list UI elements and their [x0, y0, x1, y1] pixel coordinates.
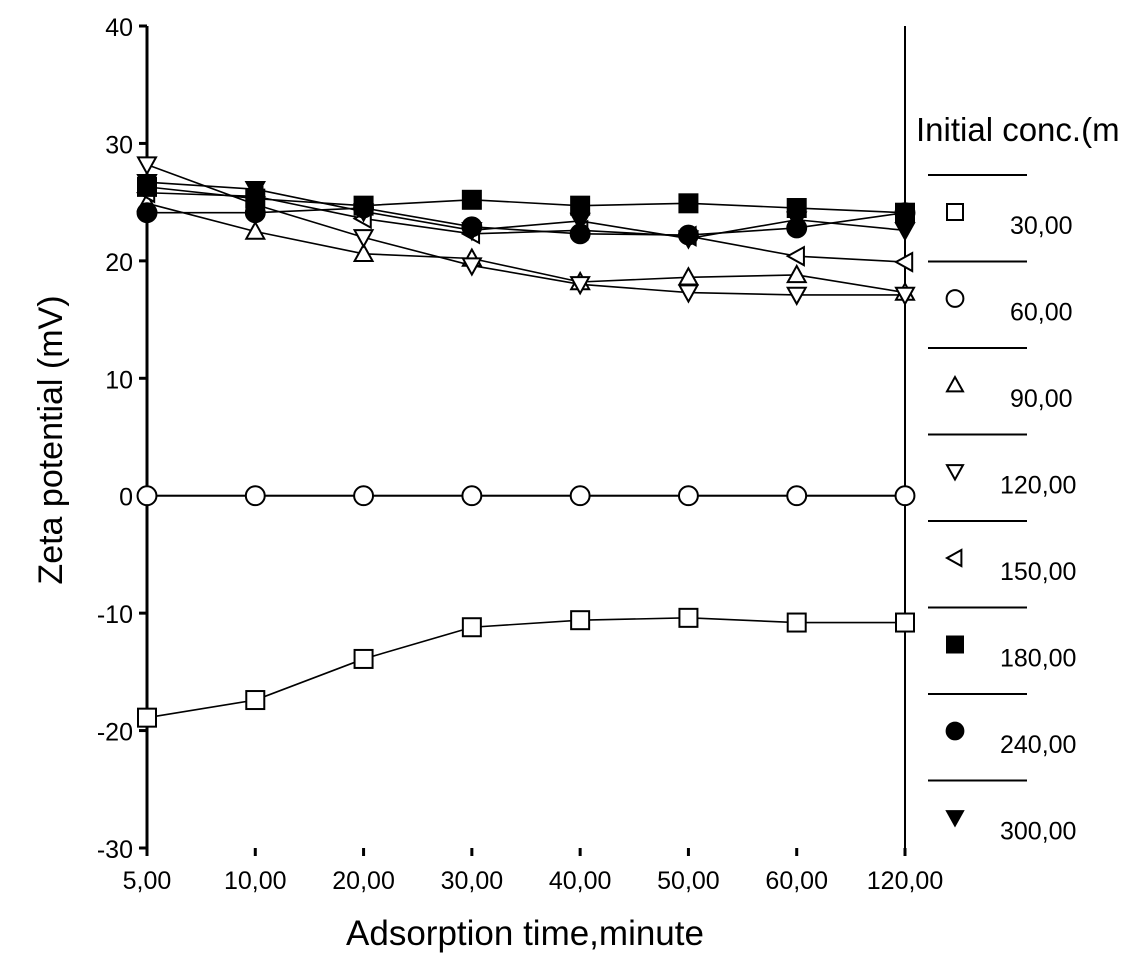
x-axis-label: Adsorption time,minute: [346, 914, 704, 953]
y-axis: -30 -20 -10 0 10 20 30 40: [97, 14, 147, 864]
legend-label: 150,00: [1000, 558, 1076, 586]
series-1: [137, 607, 915, 728]
series-line: [146, 202, 906, 294]
data-point: [461, 257, 483, 277]
y-tick-label: -20: [97, 719, 133, 747]
data-point: [786, 485, 808, 507]
legend-marker: [945, 810, 965, 828]
data-point: [569, 485, 591, 507]
data-point: [136, 156, 158, 176]
data-point: [353, 648, 374, 669]
data-point: [677, 230, 700, 250]
y-tick-label: 40: [105, 14, 133, 42]
legend-marker: [945, 464, 965, 482]
series-2: [136, 485, 916, 507]
series-line: [146, 617, 905, 719]
data-point: [894, 485, 916, 507]
data-point: [677, 485, 699, 507]
legend-marker: [946, 203, 964, 221]
data-point: [353, 485, 375, 507]
legend-label: 240,00: [1000, 731, 1076, 759]
data-point: [785, 245, 805, 267]
data-point: [461, 222, 483, 242]
x-tick-label: 20,00: [332, 867, 395, 895]
data-point: [893, 251, 914, 273]
data-point: [678, 193, 699, 214]
data-point: [786, 286, 808, 306]
legend-title: Initial conc.(m: [916, 111, 1120, 148]
legend-marker: [945, 374, 965, 393]
legend: Initial conc.(m 30,00 60,00 90,00 120,00 150…: [916, 111, 1120, 846]
y-tick-label: 0: [119, 484, 133, 512]
data-point: [569, 212, 591, 232]
legend-label: 90,00: [1010, 385, 1073, 413]
series-line: [147, 207, 906, 236]
y-axis-label: Zeta potential (mV): [32, 295, 70, 584]
data-point: [461, 485, 483, 507]
x-tick-label: 30,00: [441, 867, 504, 895]
legend-marker: [944, 548, 963, 568]
series-4: [136, 156, 916, 306]
y-tick-label: -30: [97, 836, 133, 864]
series-line: [146, 163, 905, 296]
series-layer: [135, 156, 916, 728]
x-tick-label: 10,00: [224, 867, 287, 895]
y-tick-label: 20: [105, 249, 133, 277]
x-tick-label: 60,00: [765, 867, 828, 895]
series-line: [146, 186, 906, 214]
data-point: [677, 284, 700, 304]
data-point: [352, 229, 375, 249]
data-point: [895, 612, 915, 633]
x-tick-label: 40,00: [549, 867, 612, 895]
data-point: [245, 690, 266, 711]
y-tick-label: -10: [97, 601, 133, 629]
y-tick-label: 30: [105, 131, 133, 159]
data-point: [136, 485, 158, 507]
data-point: [786, 263, 808, 284]
legend-label: 30,00: [1010, 212, 1073, 240]
data-point: [894, 202, 916, 224]
data-point: [136, 173, 158, 194]
data-point: [461, 189, 482, 210]
legend-marker: [945, 289, 965, 308]
data-point: [244, 220, 266, 240]
data-point: [244, 485, 266, 507]
x-axis: 5,00 10,00 20,00 30,00 40,00 50,00 60,00 120,00: [123, 848, 943, 895]
data-point: [244, 181, 266, 201]
data-point: [461, 617, 482, 638]
data-point: [786, 612, 807, 633]
legend-label: 120,00: [1000, 472, 1076, 500]
data-point: [894, 222, 916, 242]
data-point: [570, 195, 591, 216]
data-point: [894, 286, 916, 306]
x-tick-label: 120,00: [867, 867, 943, 895]
data-point: [786, 211, 808, 231]
x-tick-label: 50,00: [657, 867, 720, 895]
series-8: [136, 173, 916, 250]
legend-marker: [946, 635, 964, 654]
y-tick-label: 10: [105, 366, 133, 394]
data-point: [569, 276, 591, 296]
x-tick-label: 5,00: [123, 867, 172, 895]
legend-label: 180,00: [1000, 645, 1076, 673]
legend-label: 60,00: [1010, 299, 1073, 327]
data-point: [678, 607, 699, 628]
legend-label: 300,00: [1000, 818, 1076, 846]
legend-marker: [945, 721, 965, 741]
data-point: [352, 203, 375, 223]
data-point: [352, 242, 375, 263]
data-point: [244, 202, 266, 224]
data-point: [137, 707, 157, 728]
data-point: [136, 202, 158, 224]
series-line: [146, 181, 906, 240]
data-point: [570, 610, 591, 631]
